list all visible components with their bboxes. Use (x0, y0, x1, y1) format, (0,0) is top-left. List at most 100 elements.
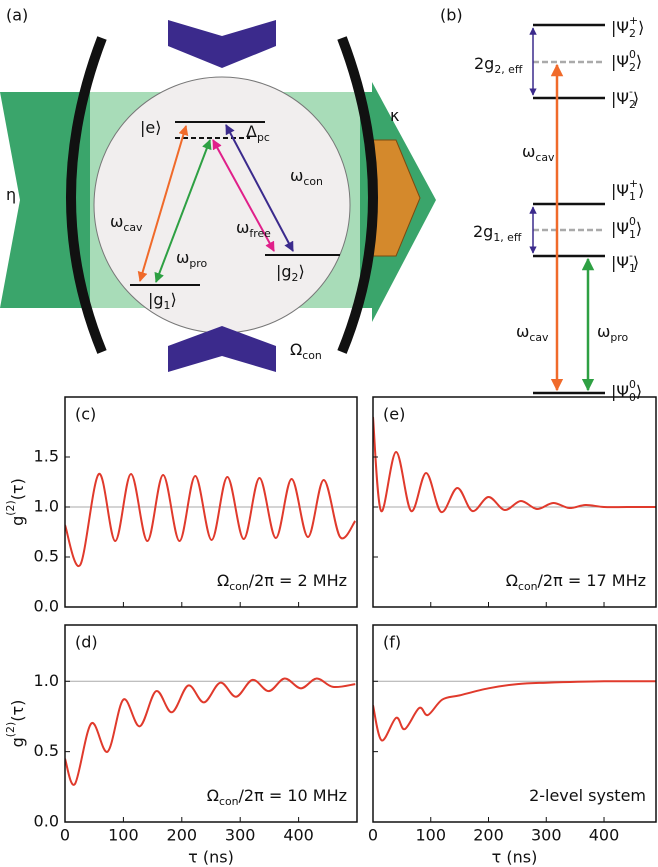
label: ωcav (516, 322, 549, 345)
plot-area (65, 474, 355, 566)
cavity-diagram (0, 20, 436, 372)
label: 2g1, eff (473, 222, 522, 245)
label: |Ψ20⟩ (611, 48, 642, 74)
panel-label: (e) (383, 405, 405, 424)
label-part: (τ) (8, 478, 27, 500)
label: κ (390, 106, 400, 125)
label-part: |Ψ (611, 181, 629, 200)
label-part: con (302, 349, 322, 362)
label: Ωcon (290, 340, 322, 363)
figure: (a) (b) ηκ|e⟩Δpcωcavωproωfreeωcon|g1⟩|g2… (0, 0, 658, 867)
label: |Ψ10⟩ (611, 215, 642, 241)
label-part: cav (529, 331, 549, 344)
label-part: 1, eff (493, 231, 522, 244)
label: ωpro (597, 322, 629, 345)
data-line (373, 417, 656, 512)
label-part: |Ψ (611, 89, 629, 108)
label-part: ⟩ (638, 181, 644, 200)
x-tick-label: 400 (589, 826, 620, 845)
x-tick-label: 0 (60, 826, 70, 845)
data-line (373, 681, 656, 740)
label-part: 2-level system (529, 786, 646, 805)
control-beam-top (168, 20, 276, 68)
x-axis-label: τ (ns) (188, 848, 234, 867)
y-tick-label: 0.0 (34, 597, 59, 616)
label-part: ω (597, 322, 610, 341)
panel-label: (f) (383, 633, 401, 652)
x-axis-label: τ (ns) (492, 848, 538, 867)
y-axis-label: g(2)(τ) (4, 700, 27, 748)
label-part: Ω (207, 786, 219, 805)
label-part: cav (535, 151, 555, 164)
label-part: κ (390, 106, 400, 125)
annotation: 2-level system (529, 786, 646, 805)
label-part: (2) (4, 500, 17, 515)
label: |Ψ1-⟩ (611, 249, 639, 275)
label: η (6, 185, 16, 204)
x-tick-label: 100 (415, 826, 446, 845)
panel-label: (b) (440, 6, 463, 25)
y-tick-label: 0.0 (34, 812, 59, 831)
label-part: ⟩ (636, 52, 642, 71)
y-tick-label: 1.0 (34, 671, 59, 690)
label-part: |Ψ (611, 219, 629, 238)
control-beam-bottom (168, 326, 276, 372)
label-part: pc (257, 131, 270, 144)
annotation: Ωcon/2π = 2 MHz (217, 571, 347, 594)
label-part: 1 (629, 190, 636, 203)
label: 2g2, eff (474, 54, 523, 77)
y-tick-label: 0.5 (34, 741, 59, 760)
label: |Ψ1+⟩ (611, 177, 644, 203)
label-part: ⟩ (638, 18, 644, 37)
label-part: /2π = 2 MHz (249, 571, 347, 590)
data-line (65, 474, 355, 566)
label-part: ω (236, 218, 249, 237)
label-part: 2 (629, 27, 636, 40)
label-part: ω (176, 248, 189, 267)
label-part: ⟩ (170, 290, 176, 309)
label-part: 2g (473, 222, 493, 241)
label-part: ω (110, 212, 123, 231)
label-part: g (8, 516, 27, 526)
label-part: pro (189, 257, 207, 270)
label-part: free (249, 227, 271, 240)
y-axis-label: g(2)(τ) (4, 478, 27, 526)
plot-area (65, 678, 355, 784)
label-part: pro (610, 331, 628, 344)
label-part: con (219, 795, 239, 808)
label-part: /2π = 17 MHz (538, 571, 646, 590)
label-part: ⟩ (298, 262, 304, 281)
label-part: + (629, 177, 638, 190)
label-part: |g (276, 262, 292, 281)
label-part: 2 (629, 61, 636, 74)
label-part: |e⟩ (140, 118, 161, 137)
label-part: Ω (290, 340, 302, 359)
label-part: |g (148, 290, 164, 309)
label: |e⟩ (140, 118, 161, 137)
label-part: Δ (246, 122, 257, 141)
plot-area (373, 417, 656, 512)
label-part: g (8, 737, 27, 747)
label-part: con (303, 175, 323, 188)
label-part: |Ψ (611, 18, 629, 37)
label-part: 2g (474, 54, 494, 73)
panel-label: (a) (6, 6, 28, 25)
label-part: con (518, 580, 538, 593)
label: |Ψ00⟩ (611, 378, 642, 404)
annotation: Ωcon/2π = 10 MHz (207, 786, 347, 809)
label: |Ψ2-⟩ (611, 85, 639, 111)
plot-area (373, 681, 656, 740)
label-part: con (229, 580, 249, 593)
label-part: |Ψ (611, 253, 629, 272)
label-part: ⟩ (636, 219, 642, 238)
label-part: η (6, 185, 16, 204)
label: ωcav (522, 142, 555, 165)
annotation: Ωcon/2π = 17 MHz (506, 571, 646, 594)
data-line (65, 678, 355, 784)
label-part: (τ) (8, 700, 27, 722)
label-part: ω (290, 166, 303, 185)
label: |Ψ2+⟩ (611, 14, 644, 40)
label-part: Ω (506, 571, 518, 590)
y-tick-label: 0.5 (34, 547, 59, 566)
y-tick-label: 1.0 (34, 497, 59, 516)
